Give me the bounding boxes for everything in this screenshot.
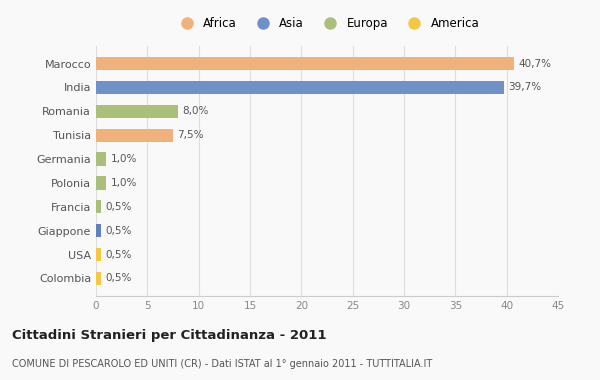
Text: 0,5%: 0,5% xyxy=(105,274,131,283)
Text: 8,0%: 8,0% xyxy=(182,106,209,116)
Bar xyxy=(96,248,101,261)
Bar xyxy=(96,272,101,285)
Bar xyxy=(96,57,514,70)
Text: 1,0%: 1,0% xyxy=(110,154,137,164)
Text: Cittadini Stranieri per Cittadinanza - 2011: Cittadini Stranieri per Cittadinanza - 2… xyxy=(12,329,326,342)
Bar xyxy=(96,105,178,118)
Bar xyxy=(96,176,106,190)
Bar xyxy=(96,200,101,214)
Text: 0,5%: 0,5% xyxy=(105,202,131,212)
Text: 39,7%: 39,7% xyxy=(508,82,541,92)
Text: 0,5%: 0,5% xyxy=(105,226,131,236)
Text: COMUNE DI PESCAROLO ED UNITI (CR) - Dati ISTAT al 1° gennaio 2011 - TUTTITALIA.I: COMUNE DI PESCAROLO ED UNITI (CR) - Dati… xyxy=(12,359,432,369)
Legend: Africa, Asia, Europa, America: Africa, Asia, Europa, America xyxy=(171,14,483,34)
Bar xyxy=(96,152,106,166)
Text: 40,7%: 40,7% xyxy=(518,59,551,68)
Bar xyxy=(96,128,173,142)
Bar xyxy=(96,81,503,94)
Text: 7,5%: 7,5% xyxy=(177,130,203,140)
Text: 1,0%: 1,0% xyxy=(110,178,137,188)
Bar xyxy=(96,224,101,237)
Text: 0,5%: 0,5% xyxy=(105,250,131,260)
